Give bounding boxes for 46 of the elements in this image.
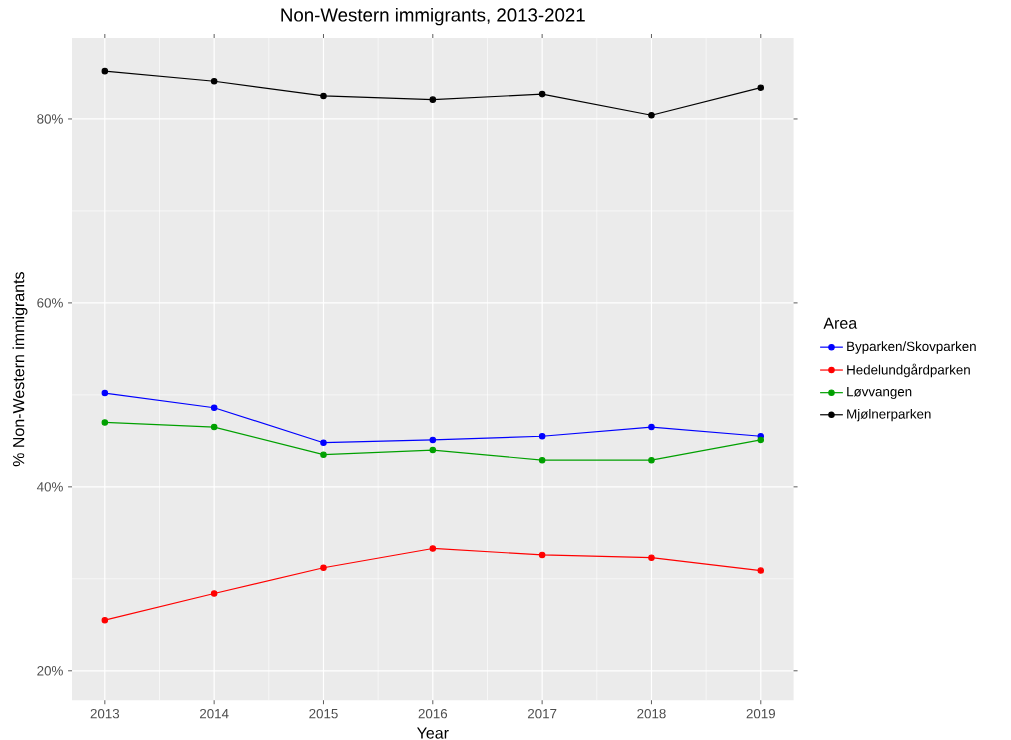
y-tick-label: 60% bbox=[37, 298, 63, 308]
point bbox=[320, 451, 327, 458]
point bbox=[210, 423, 218, 431]
legend-label: Mjølnerparken bbox=[847, 408, 931, 422]
point bbox=[538, 551, 546, 559]
point bbox=[101, 67, 109, 75]
point bbox=[648, 554, 655, 561]
point bbox=[757, 84, 765, 91]
y-tick-label: 80% bbox=[37, 114, 63, 124]
y-axis-title: % Non-Western immigrants bbox=[12, 271, 28, 467]
x-tick-label: 2015 bbox=[309, 708, 338, 719]
point bbox=[101, 419, 109, 426]
x-tick-label: 2014 bbox=[199, 708, 229, 719]
point bbox=[429, 96, 437, 103]
point bbox=[648, 423, 655, 431]
point bbox=[648, 111, 655, 119]
x-axis-title: Year bbox=[417, 727, 449, 739]
legend-title: Area bbox=[823, 317, 858, 329]
point bbox=[429, 545, 437, 552]
point bbox=[538, 432, 546, 440]
x-tick-label: 2013 bbox=[90, 708, 120, 719]
chart-title: Non-Western immigrants, 2013-2021 bbox=[281, 7, 585, 26]
point bbox=[320, 92, 327, 100]
point bbox=[210, 404, 218, 411]
point bbox=[538, 456, 546, 464]
point bbox=[757, 436, 765, 444]
point bbox=[757, 567, 765, 574]
x-tick-label: 2018 bbox=[637, 708, 666, 719]
point bbox=[101, 616, 109, 624]
point bbox=[538, 90, 546, 98]
point bbox=[429, 446, 437, 454]
point bbox=[429, 436, 437, 444]
point bbox=[101, 389, 109, 397]
point bbox=[648, 456, 655, 464]
legend-label: Hedelundgårdparken bbox=[847, 363, 970, 378]
x-tick-label: 2016 bbox=[418, 708, 448, 719]
point bbox=[210, 590, 218, 597]
point bbox=[320, 439, 327, 446]
point bbox=[320, 564, 327, 571]
legend-label: Byparken/Skovparken bbox=[847, 341, 976, 354]
y-tick-label: 20% bbox=[37, 665, 63, 676]
point bbox=[210, 77, 218, 85]
x-tick-label: 2019 bbox=[746, 708, 775, 719]
legend-label: Løvvangen bbox=[847, 386, 912, 399]
x-tick-label: 2017 bbox=[527, 708, 557, 719]
y-tick-label: 40% bbox=[36, 482, 63, 492]
